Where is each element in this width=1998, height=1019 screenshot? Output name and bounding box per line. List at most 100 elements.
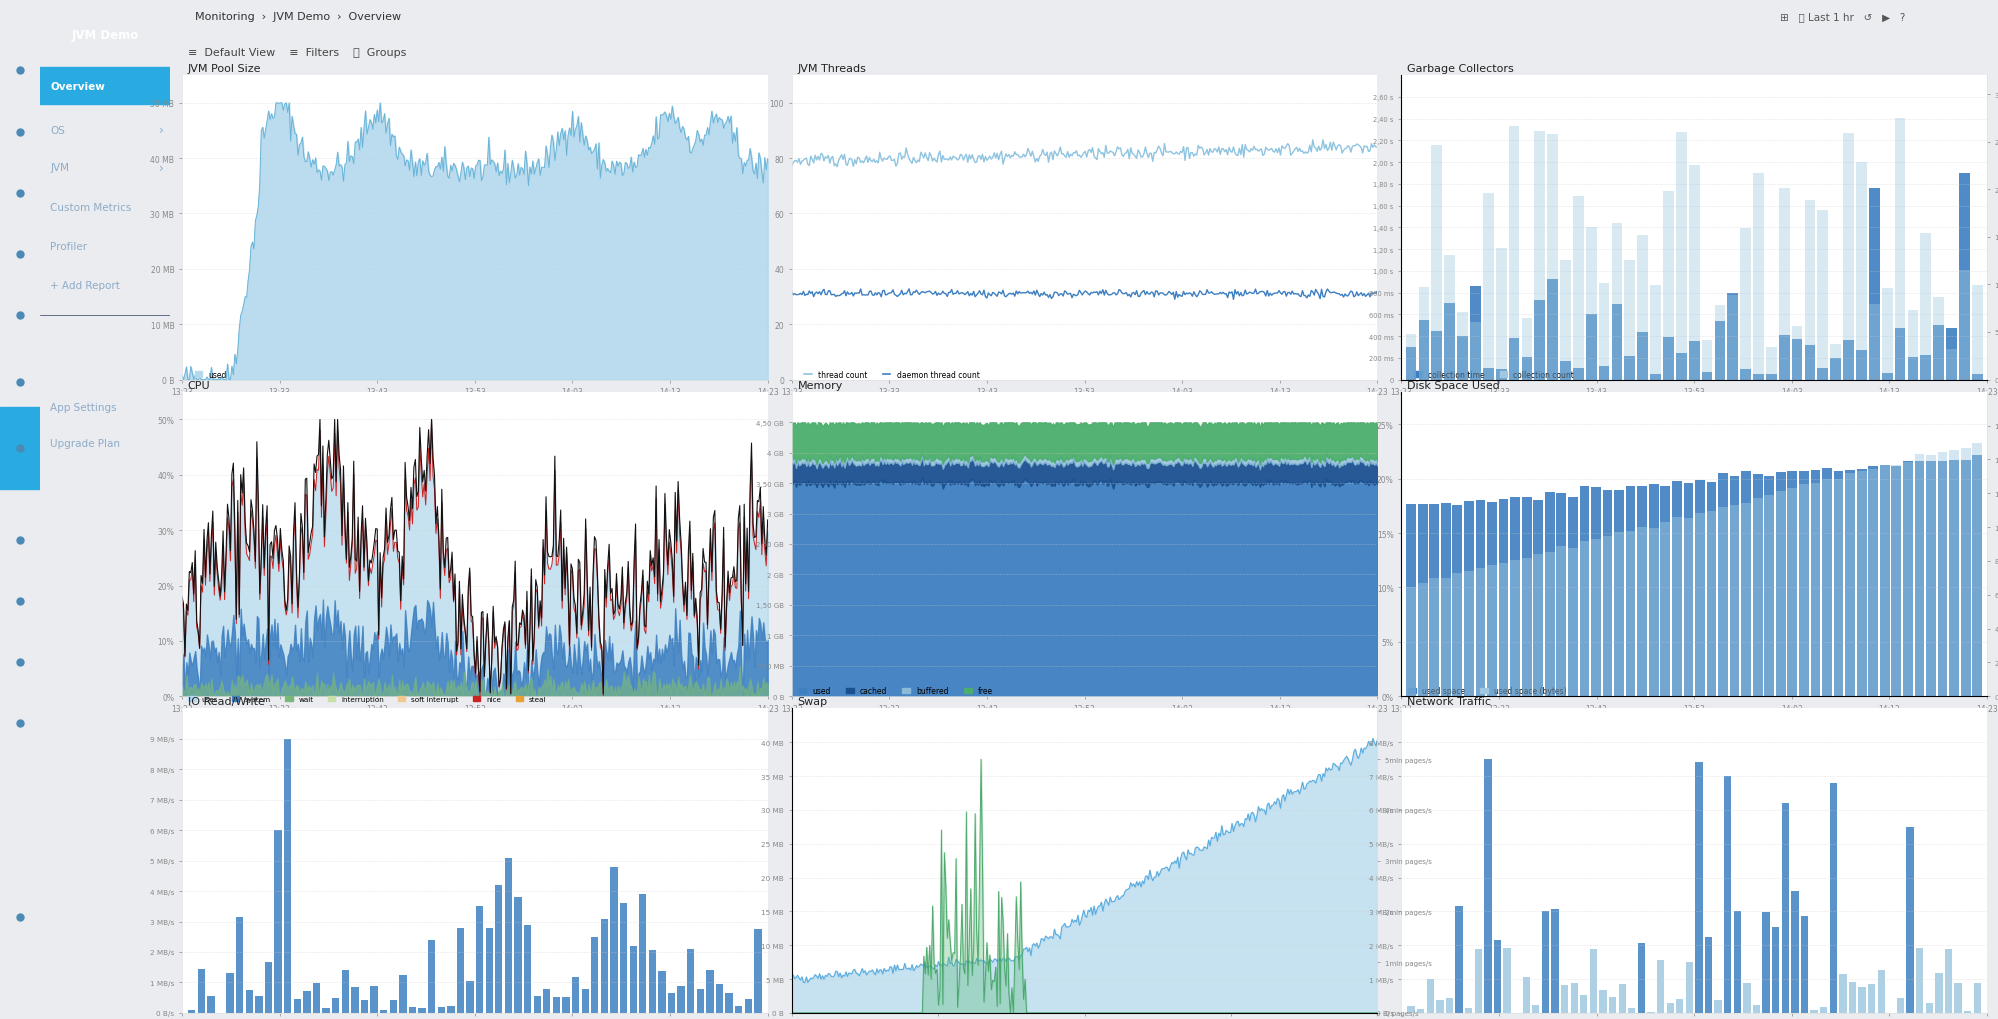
Bar bbox=[362, 1000, 368, 1013]
Legend: user, system, wait, interruption, soft interrupt, nice, steal: user, system, wait, interruption, soft i… bbox=[186, 693, 549, 705]
Bar bbox=[1670, 481, 1680, 697]
Bar bbox=[1441, 503, 1451, 697]
Bar bbox=[1550, 909, 1558, 1013]
Bar bbox=[1704, 936, 1712, 1013]
Bar bbox=[1762, 912, 1768, 1013]
Bar bbox=[1405, 588, 1415, 697]
Bar bbox=[1624, 532, 1634, 697]
Bar bbox=[1804, 345, 1814, 380]
Bar bbox=[745, 1000, 751, 1013]
Bar bbox=[1427, 979, 1433, 1013]
Bar bbox=[601, 918, 607, 1013]
Bar bbox=[1972, 455, 1982, 697]
Bar bbox=[1798, 485, 1808, 697]
Bar bbox=[1732, 911, 1740, 1013]
Bar bbox=[1546, 280, 1556, 380]
Bar bbox=[1920, 356, 1930, 380]
Bar bbox=[1405, 347, 1417, 380]
Bar bbox=[1810, 1010, 1816, 1013]
Text: Monitoring  ›  JVM Demo  ›  Overview: Monitoring › JVM Demo › Overview bbox=[188, 12, 402, 22]
Bar bbox=[1902, 463, 1912, 697]
Bar bbox=[342, 970, 350, 1013]
Bar bbox=[1508, 339, 1518, 380]
Text: Overview: Overview bbox=[50, 82, 106, 92]
Bar bbox=[1590, 488, 1600, 697]
Bar bbox=[1636, 332, 1646, 380]
Bar bbox=[1740, 503, 1750, 697]
Bar bbox=[1714, 306, 1724, 380]
Bar bbox=[687, 950, 693, 1013]
Bar bbox=[1830, 359, 1840, 380]
Bar bbox=[410, 1007, 416, 1013]
Bar bbox=[1958, 174, 1968, 380]
Bar bbox=[1856, 472, 1866, 697]
Bar bbox=[1556, 494, 1564, 697]
Bar bbox=[352, 987, 358, 1013]
Bar bbox=[1876, 970, 1884, 1013]
Bar bbox=[1660, 523, 1668, 697]
Bar bbox=[1483, 759, 1491, 1013]
Bar bbox=[639, 895, 645, 1013]
Bar bbox=[1578, 487, 1588, 697]
Bar bbox=[1522, 977, 1528, 1013]
Bar bbox=[505, 858, 511, 1013]
Bar bbox=[1726, 293, 1738, 380]
Bar bbox=[1764, 477, 1774, 697]
Legend: collection time, collection count: collection time, collection count bbox=[1411, 367, 1576, 382]
Bar bbox=[523, 924, 531, 1013]
Bar bbox=[1544, 492, 1554, 697]
Bar bbox=[1946, 329, 1956, 380]
Text: ›: › bbox=[158, 162, 164, 174]
Bar bbox=[1936, 452, 1946, 697]
Bar bbox=[697, 989, 703, 1013]
Bar bbox=[1532, 500, 1542, 697]
Bar bbox=[1475, 949, 1481, 1013]
Bar bbox=[1417, 584, 1427, 697]
Bar bbox=[1722, 776, 1730, 1013]
Bar bbox=[1962, 1012, 1970, 1013]
Bar bbox=[496, 886, 501, 1013]
Text: Custom Metrics: Custom Metrics bbox=[50, 203, 132, 213]
Bar bbox=[1495, 370, 1506, 380]
Text: App Settings: App Settings bbox=[50, 403, 118, 413]
Bar bbox=[1520, 318, 1532, 380]
Bar bbox=[1670, 518, 1680, 697]
Bar bbox=[1822, 479, 1830, 697]
Bar bbox=[1842, 135, 1852, 380]
Bar bbox=[1740, 471, 1750, 697]
Bar bbox=[1894, 328, 1904, 380]
Bar bbox=[1936, 462, 1946, 697]
Bar bbox=[1868, 189, 1878, 380]
Bar bbox=[1435, 1001, 1443, 1013]
Text: IO Read/Write: IO Read/Write bbox=[188, 697, 264, 706]
Bar bbox=[1752, 174, 1762, 380]
Bar bbox=[1612, 490, 1622, 697]
Bar bbox=[619, 904, 627, 1013]
Bar bbox=[1798, 472, 1808, 697]
Bar bbox=[1752, 475, 1762, 697]
Bar bbox=[715, 984, 723, 1013]
Bar bbox=[1816, 211, 1828, 380]
Bar bbox=[1866, 984, 1874, 1013]
Legend: used space, used space (bytes): used space, used space (bytes) bbox=[1405, 684, 1568, 699]
Text: ≡  Default View    ≡  Filters    🗁  Groups: ≡ Default View ≡ Filters 🗁 Groups bbox=[188, 48, 406, 57]
Bar bbox=[1546, 135, 1556, 380]
Bar bbox=[1926, 462, 1934, 697]
Bar bbox=[1790, 327, 1802, 380]
Bar bbox=[1508, 560, 1518, 697]
Bar bbox=[208, 996, 214, 1013]
Bar bbox=[1906, 827, 1912, 1013]
Legend: thread count, daemon thread count: thread count, daemon thread count bbox=[801, 367, 981, 382]
Bar bbox=[1818, 1008, 1826, 1013]
Bar bbox=[1770, 927, 1778, 1013]
Bar bbox=[1726, 296, 1738, 380]
Bar bbox=[1588, 949, 1596, 1013]
Bar bbox=[677, 985, 685, 1013]
Bar bbox=[1602, 490, 1612, 697]
Bar bbox=[1610, 223, 1622, 380]
Bar bbox=[649, 950, 655, 1013]
Bar bbox=[1624, 487, 1634, 697]
Bar bbox=[1610, 305, 1622, 380]
Bar bbox=[1752, 375, 1762, 380]
Bar bbox=[1960, 448, 1970, 697]
